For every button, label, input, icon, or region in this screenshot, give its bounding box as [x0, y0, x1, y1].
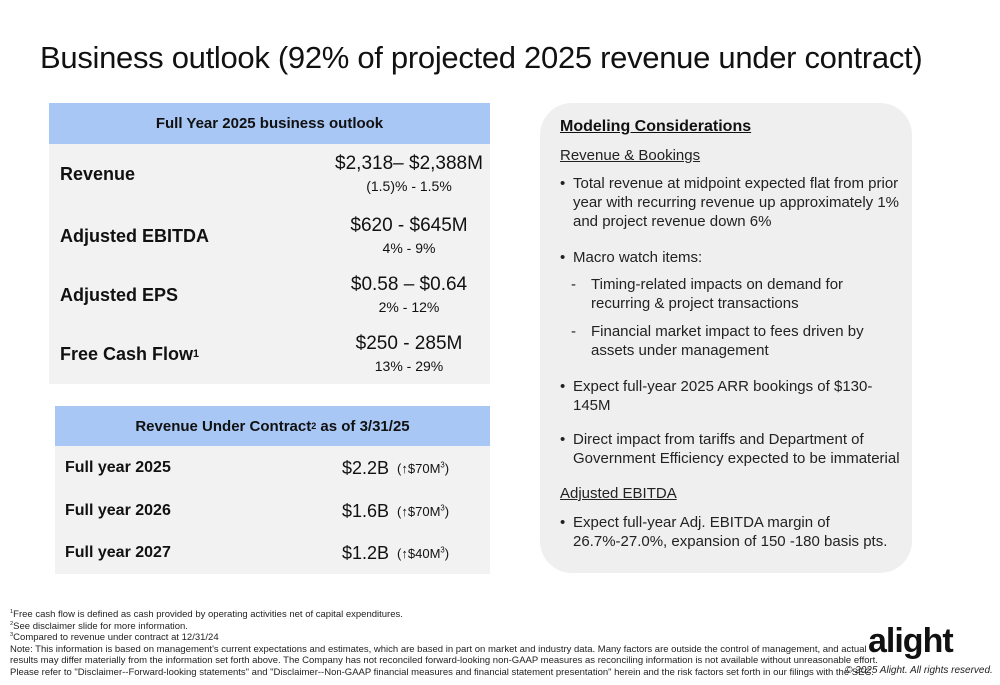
section-revenue-bookings: Revenue & Bookings — [560, 147, 701, 164]
sub-bullet-timing: - Timing-related impacts on demand for re… — [571, 276, 844, 312]
row-change: (↑$70M3) — [397, 503, 450, 519]
outlook-row-adjusted-eps: Adjusted EPS $0.58 – $0.64 2% - 12% — [49, 267, 490, 323]
bullet-arr-bookings: • Expect full-year 2025 ARR bookings of $… — [560, 378, 873, 414]
panel-title: Modeling Considerations — [560, 118, 752, 135]
page-title: Business outlook (92% of projected 2025 … — [40, 40, 923, 75]
section-adjusted-ebitda: Adjusted EBITDA — [560, 485, 677, 502]
outlook-row-revenue: Revenue $2,318– $2,388M (1.5)% - 1.5% — [49, 146, 490, 202]
row-value: $0.58 – $0.64 — [350, 274, 468, 295]
note-line-3: Please refer to "Disclaimer--Forward-loo… — [10, 666, 874, 678]
row-label: Adjusted EPS — [60, 284, 179, 305]
row-change: (↑$70M3) — [397, 460, 450, 476]
outlook-row-free-cash-flow: Free Cash Flow 1 $250 - 285M 13% - 29% — [49, 326, 490, 382]
sub-bullet-financial-market: - Financial market impact to fees driven … — [571, 323, 864, 359]
contract-row-2026: Full year 2026 $1.6B (↑$70M3) — [55, 491, 490, 531]
revenue-under-contract-table: Revenue Under Contract 2 as of 3/31/25 Fu… — [55, 406, 490, 574]
alight-logo: alight — [868, 622, 954, 660]
note-line-1: Note: This information is based on manag… — [10, 643, 867, 655]
row-value: $1.6B — [342, 500, 390, 521]
row-range: 2% - 12% — [378, 299, 440, 315]
bullet-ebitda-margin: • Expect full-year Adj. EBITDA margin of … — [560, 514, 888, 550]
outlook-table: Full Year 2025 business outlook Revenue … — [49, 103, 490, 384]
row-label: Free Cash Flow 1 — [60, 343, 200, 364]
bullet-tariffs: • Direct impact from tariffs and Departme… — [560, 431, 900, 467]
outlook-row-adjusted-ebitda: Adjusted EBITDA $620 - $645M 4% - 9% — [49, 208, 490, 264]
note-line-2: results may differ materially from the i… — [10, 655, 878, 667]
row-value: $1.2B — [342, 542, 390, 563]
bullet-macro-watch: • Macro watch items: — [560, 249, 703, 266]
footnote-2: 2See disclaimer slide for more informati… — [10, 620, 188, 632]
contract-table-header: Revenue Under Contract 2 as of 3/31/25 — [55, 406, 490, 446]
bullet-total-revenue: • Total revenue at midpoint expected flat… — [560, 175, 899, 230]
row-range: (1.5)% - 1.5% — [366, 178, 452, 194]
row-label: Revenue — [60, 163, 136, 184]
row-value: $250 - 285M — [355, 333, 463, 354]
row-label: Adjusted EBITDA — [60, 225, 210, 246]
row-label: Full year 2026 — [65, 502, 171, 519]
contract-row-2025: Full year 2025 $2.2B (↑$70M3) — [55, 448, 490, 488]
row-value: $2,318– $2,388M — [335, 153, 483, 174]
row-value: $620 - $645M — [350, 215, 468, 236]
footnote-3: 3Compared to revenue under contract at 1… — [10, 632, 219, 644]
row-label: Full year 2025 — [65, 459, 171, 476]
footnote-1: 1Free cash flow is defined as cash provi… — [10, 608, 403, 620]
row-label: Full year 2027 — [65, 544, 171, 561]
footnotes: 1Free cash flow is defined as cash provi… — [10, 608, 878, 679]
outlook-table-header: Full Year 2025 business outlook — [49, 103, 490, 144]
row-range: 4% - 9% — [382, 240, 436, 256]
modeling-considerations-panel: Modeling Considerations Revenue & Bookin… — [540, 103, 912, 573]
contract-row-2027: Full year 2027 $1.2B (↑$40M3) — [55, 533, 490, 573]
row-value: $2.2B — [342, 457, 390, 478]
row-change: (↑$40M3) — [397, 545, 450, 561]
copyright: © 2025 Alight. All rights reserved. — [845, 665, 993, 676]
row-range: 13% - 29% — [374, 358, 444, 374]
